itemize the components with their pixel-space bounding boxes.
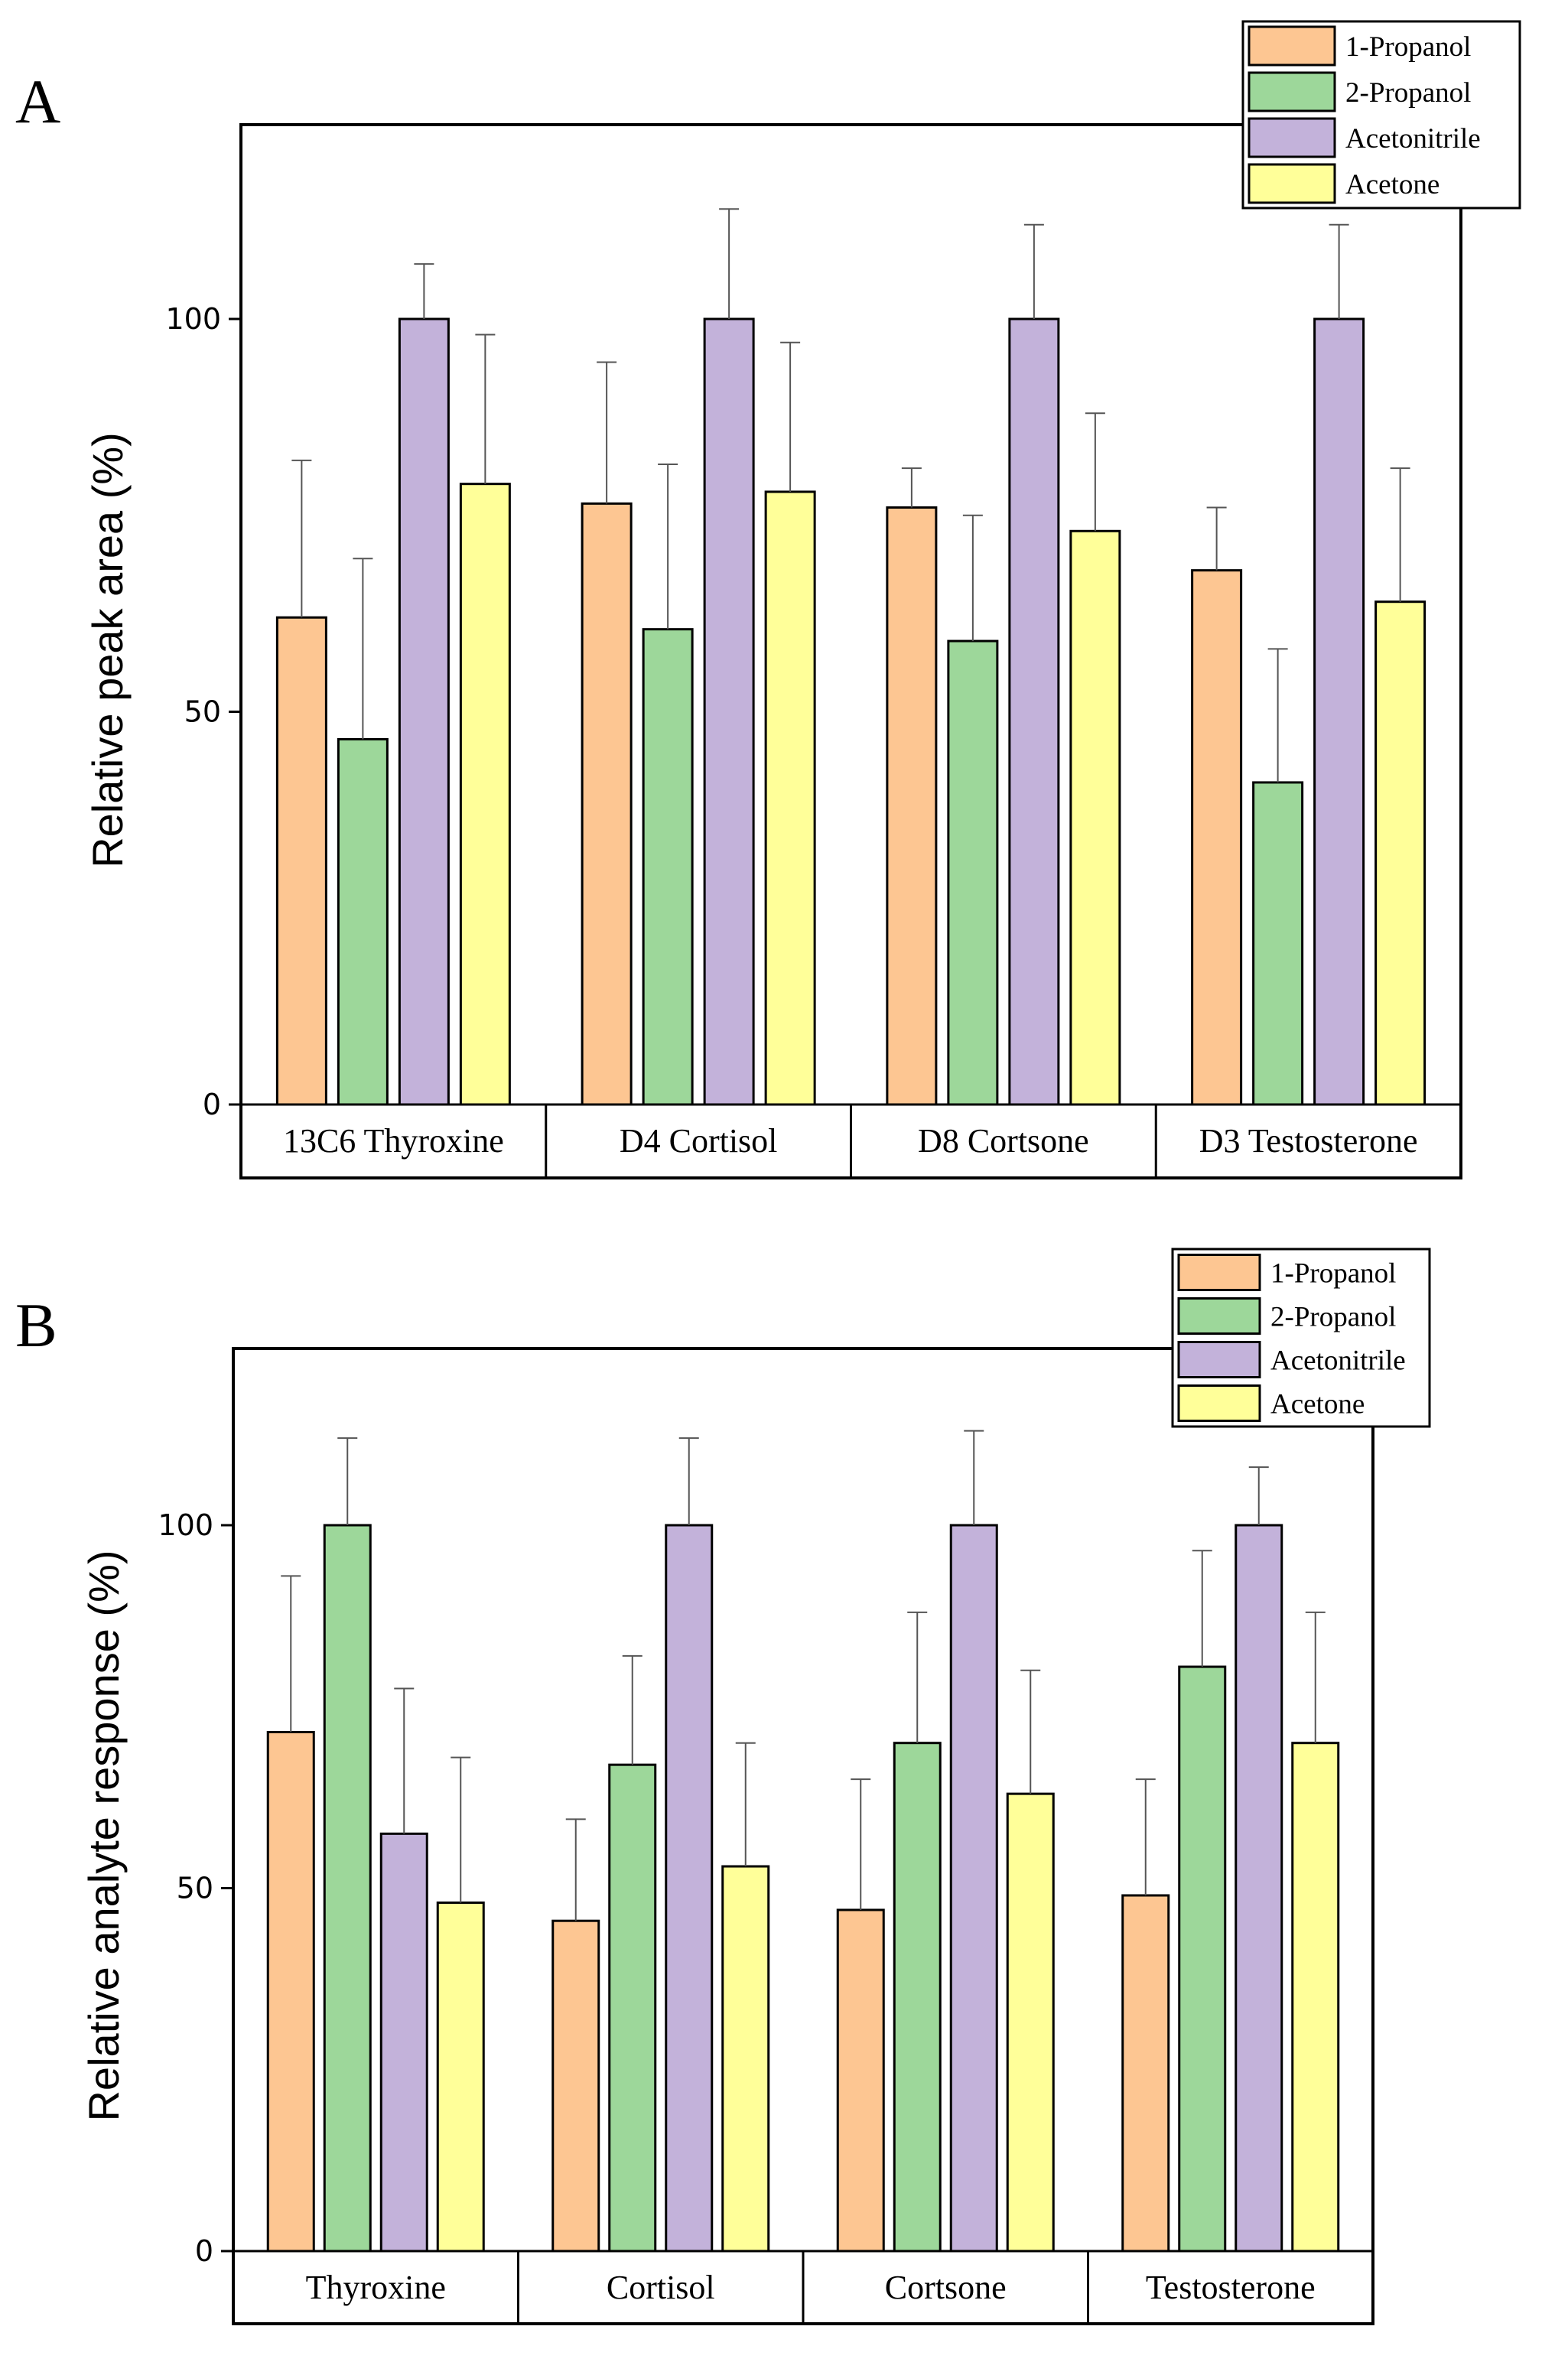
bar-b-3-2 — [1235, 1524, 1283, 2253]
bar-b-2-1 — [893, 1742, 942, 2253]
legend-label-a-2: Acetonitrile — [1345, 123, 1481, 155]
bar-a-2-1 — [947, 639, 999, 1106]
legend-label-b-0: 1-Propanol — [1270, 1258, 1396, 1290]
category-label-a-1: D4 Cortisol — [620, 1122, 778, 1160]
legend-swatch-b-0 — [1177, 1254, 1261, 1291]
bar-a-1-1 — [642, 628, 694, 1106]
bar-a-1-0 — [581, 502, 633, 1106]
legend-label-b-1: 2-Propanol — [1270, 1302, 1396, 1333]
bar-a-3-0 — [1191, 569, 1243, 1106]
bar-b-0-2 — [379, 1832, 428, 2253]
bar-a-3-3 — [1374, 600, 1426, 1106]
y-tick-label-a-2: 100 — [165, 302, 221, 336]
category-label-a-0: 13C6 Thyroxine — [283, 1122, 504, 1160]
category-label-a-3: D3 Testosterone — [1199, 1122, 1418, 1160]
bar-a-2-0 — [886, 506, 938, 1106]
bar-a-0-1 — [337, 737, 389, 1106]
y-tick-label-a-1: 50 — [184, 695, 221, 729]
bar-b-1-2 — [665, 1524, 714, 2253]
bar-b-1-0 — [551, 1919, 600, 2253]
legend-swatch-b-1 — [1177, 1297, 1261, 1335]
panel-letter-b: B — [15, 1290, 57, 1360]
chart-marks-b: 0 50 100 Thyroxine Cortisol Cortsone Testoster… — [158, 1248, 1431, 2324]
y-axis-label-a: Relative peak area (%) — [83, 432, 132, 868]
bar-a-2-3 — [1069, 529, 1121, 1106]
category-label-b-1: Cortisol — [607, 2269, 715, 2306]
panel-a: A Relative peak area (%) 0 50 100 13C6 Thyr… — [15, 20, 1521, 1179]
bar-a-3-2 — [1313, 317, 1365, 1106]
panel-b: B Relative analyte response (%) 0 50 100 Th… — [15, 1248, 1431, 2325]
y-axis-label-b: Relative analyte response (%) — [80, 1550, 128, 2121]
bar-b-0-1 — [323, 1524, 372, 2253]
bar-b-1-3 — [721, 1865, 770, 2253]
bar-a-2-2 — [1008, 317, 1060, 1106]
category-label-a-2: D8 Cortsone — [918, 1122, 1089, 1160]
legend-swatch-b-3 — [1177, 1384, 1261, 1422]
legend-swatch-a-0 — [1248, 25, 1336, 67]
legend-label-b-3: Acetone — [1270, 1389, 1365, 1420]
bar-a-1-2 — [703, 317, 755, 1106]
bar-b-2-2 — [949, 1524, 998, 2253]
legend-label-a-0: 1-Propanol — [1345, 31, 1471, 63]
y-tick-label-b-0: 0 — [195, 2234, 213, 2268]
legend-swatch-a-2 — [1248, 117, 1336, 158]
bar-b-3-0 — [1121, 1894, 1170, 2253]
y-tick-label-b-1: 50 — [177, 1872, 213, 1905]
legend-swatch-b-2 — [1177, 1341, 1261, 1378]
legend-label-a-1: 2-Propanol — [1345, 77, 1471, 109]
bar-b-0-0 — [266, 1730, 315, 2253]
legend-label-a-3: Acetone — [1345, 169, 1440, 200]
bar-b-2-3 — [1006, 1792, 1055, 2253]
bar-b-3-1 — [1178, 1665, 1227, 2253]
chart-marks-a: 0 50 100 13C6 Thyroxine D4 Cortisol D8 Cortso… — [165, 20, 1521, 1178]
bar-b-1-1 — [608, 1763, 657, 2253]
panel-letter-a: A — [15, 67, 60, 136]
legend-swatch-a-1 — [1248, 71, 1336, 112]
category-label-b-2: Cortsone — [885, 2269, 1007, 2306]
y-tick-label-a-0: 0 — [203, 1088, 221, 1121]
bar-b-3-3 — [1291, 1742, 1340, 2253]
y-tick-label-b-2: 100 — [158, 1508, 213, 1542]
bar-b-0-3 — [436, 1901, 485, 2253]
bar-a-1-3 — [764, 490, 816, 1106]
category-label-b-3: Testosterone — [1146, 2269, 1316, 2306]
bar-b-2-0 — [836, 1908, 885, 2253]
category-label-b-0: Thyroxine — [306, 2269, 446, 2306]
bar-a-0-0 — [275, 616, 327, 1106]
bar-a-0-2 — [398, 317, 450, 1106]
bar-a-0-3 — [459, 483, 511, 1106]
legend-label-b-2: Acetonitrile — [1270, 1345, 1406, 1377]
legend-swatch-a-3 — [1248, 163, 1336, 204]
bar-a-3-1 — [1252, 781, 1304, 1106]
